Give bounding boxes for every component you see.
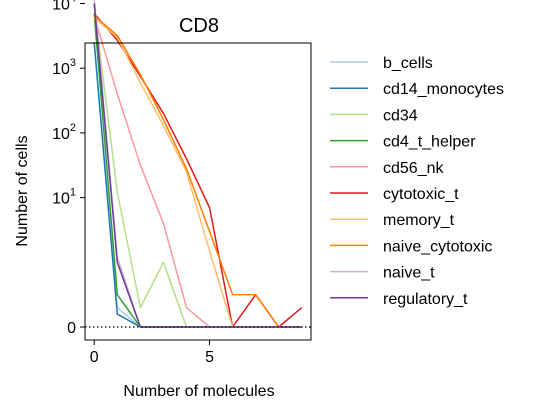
legend-label-cd34: cd34 [383, 107, 418, 124]
y-axis-label: Number of cells [14, 135, 31, 246]
y-tick-label: 103 [52, 57, 76, 78]
legend-label-memory-t: memory_t [383, 212, 455, 229]
y-tick-label: 102 [52, 122, 76, 143]
legend-label-cd56-nk: cd56_nk [383, 160, 444, 177]
legend: b_cells cd14_monocytes cd34 cd4_t_helper cd5… [330, 55, 504, 308]
legend-label-cd4-t-helper: cd4_t_helper [383, 134, 476, 151]
y-tick-label: 101 [52, 187, 76, 208]
plot-area [85, 0, 311, 340]
x-tick-label: 0 [90, 349, 99, 366]
legend-label-cd14-monocytes: cd14_monocytes [383, 81, 504, 98]
legend-label-cytotoxic-t: cytotoxic_t [383, 186, 459, 203]
legend-label-regulatory-t: regulatory_t [383, 291, 468, 308]
chart-title: CD8 [179, 15, 219, 37]
legend-label-b-cells: b_cells [383, 55, 433, 72]
legend-label-naive-cytotoxic: naive_cytotoxic [383, 238, 492, 255]
series-lines [94, 0, 302, 327]
y-tick-label: 0 [67, 320, 76, 337]
y-tick-label: 104 [52, 0, 76, 14]
x-axis-label: Number of molecules [123, 383, 274, 400]
legend-label-naive-t: naive_t [383, 265, 435, 282]
plot-frame [85, 43, 311, 340]
x-tick-label: 5 [205, 349, 214, 366]
y-axis: 0 101 102 103 104 [52, 0, 85, 337]
